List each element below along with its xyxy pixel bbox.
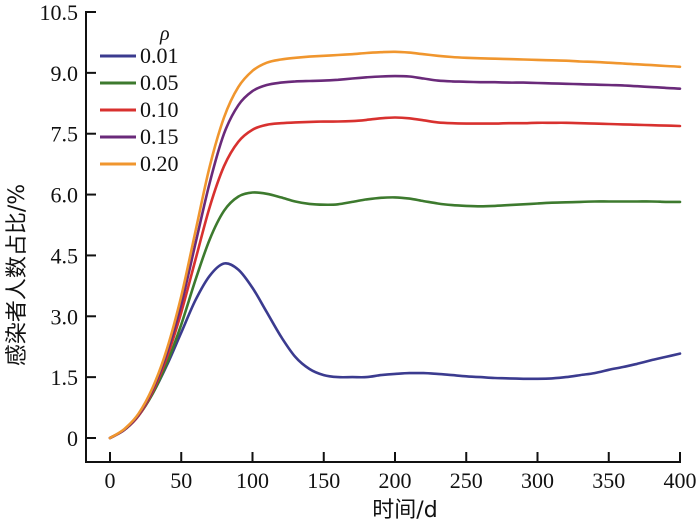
x-ticks: 0 50 100 150 200 250 300 350 400 [105, 452, 697, 493]
legend-title: ρ [159, 23, 170, 45]
legend-label: 0.20 [140, 151, 179, 176]
x-tick-label: 50 [170, 468, 192, 493]
series-line-0-05 [108, 191, 682, 440]
y-tick-label: 6.0 [51, 183, 79, 208]
y-tick-label: 4.5 [51, 243, 79, 268]
y-tick-label: 9.0 [51, 61, 79, 86]
x-tick-label: 150 [307, 468, 340, 493]
y-tick-label: 0 [67, 426, 78, 451]
x-tick-label: 350 [592, 468, 625, 493]
legend-label: 0.15 [140, 124, 179, 149]
axes [85, 11, 681, 463]
y-tick-label: 7.5 [51, 122, 79, 147]
series-line-0-01 [108, 262, 682, 440]
legend-label: 0.01 [140, 43, 179, 68]
legend-label: 0.05 [140, 70, 179, 95]
x-tick-label: 250 [450, 468, 483, 493]
y-tick-label: 1.5 [51, 365, 79, 390]
y-tick-label: 3.0 [51, 304, 79, 329]
y-ticks: 0 1.5 3.0 4.5 6.0 7.5 9.0 10.5 [40, 0, 96, 451]
legend: ρ 0.010.050.100.150.20 [100, 23, 179, 176]
x-tick-label: 300 [521, 468, 554, 493]
x-tick-label: 0 [105, 468, 116, 493]
x-tick-label: 200 [379, 468, 412, 493]
series-line-0-10 [108, 116, 682, 440]
series-line-0-20 [108, 50, 682, 440]
x-axis-title: 时间/d [372, 498, 437, 523]
series-lines [108, 50, 682, 440]
y-tick-label: 10.5 [40, 0, 79, 25]
x-tick-label: 100 [236, 468, 269, 493]
series-line-0-15 [108, 74, 682, 440]
x-tick-label: 400 [664, 468, 697, 493]
legend-label: 0.10 [140, 97, 179, 122]
y-axis-title: 感染者人数占比/% [5, 184, 30, 366]
